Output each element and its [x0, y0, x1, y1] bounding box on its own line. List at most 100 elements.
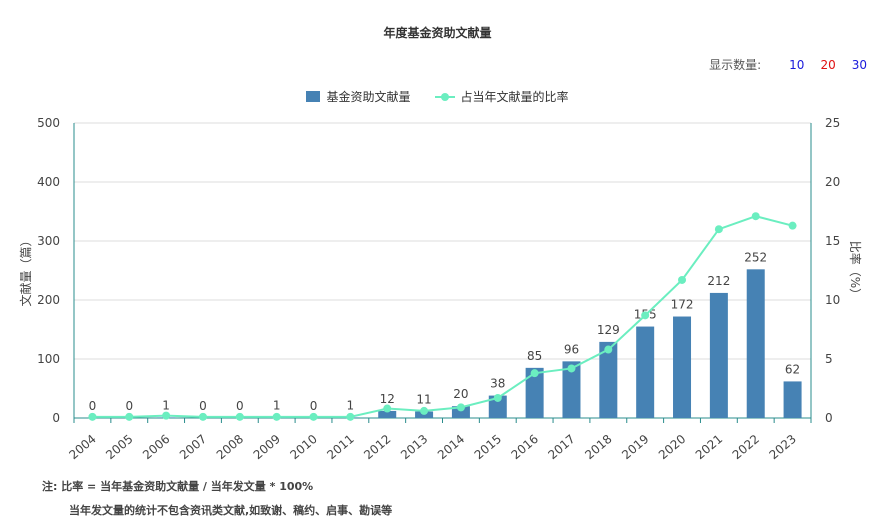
- count-option-20[interactable]: 20: [820, 57, 836, 72]
- bar-value-label: 1: [347, 398, 355, 412]
- legend-line-label: 占当年文献量的比率: [460, 90, 569, 104]
- bar: [746, 269, 765, 418]
- ratio-point: [567, 364, 576, 373]
- ratio-point: [788, 221, 797, 230]
- y-tick-label-right: 20: [825, 175, 840, 189]
- ratio-point: [162, 411, 171, 420]
- legend-line-swatch: [434, 92, 455, 102]
- note-formula: 注: 比率 = 当年基金资助文献量 / 当年发文量 * 100%: [42, 480, 314, 493]
- legend-bar-label: 基金资助文献量: [326, 90, 411, 104]
- x-tick-label: 2011: [324, 432, 356, 462]
- ratio-point: [714, 225, 723, 234]
- ratio-point: [383, 404, 392, 413]
- x-tick-label: 2015: [472, 432, 504, 462]
- display-count-label: 显示数量:: [709, 58, 762, 72]
- bar-value-label: 96: [564, 342, 579, 356]
- bar: [599, 341, 618, 418]
- bar-value-label: 12: [380, 392, 395, 406]
- y-axis-title-right: 比率（%）: [848, 241, 863, 300]
- count-option-30[interactable]: 30: [851, 57, 867, 72]
- legend-item-bar[interactable]: 基金资助文献量: [306, 88, 411, 105]
- x-tick-label: 2012: [361, 432, 393, 462]
- y-tick-label-left: 400: [37, 175, 60, 189]
- legend-bar-swatch: [306, 91, 321, 102]
- bar-value-label: 85: [527, 349, 542, 363]
- bar-value-label: 0: [125, 399, 133, 413]
- y-tick-label-right: 15: [825, 234, 840, 248]
- ratio-point: [198, 412, 207, 421]
- ratio-point: [420, 406, 429, 415]
- bar-value-label: 212: [707, 274, 730, 288]
- bar-value-label: 0: [236, 399, 244, 413]
- bar: [562, 361, 581, 418]
- bar-value-label: 1: [162, 398, 170, 412]
- chart-notes: 注: 比率 = 当年基金资助文献量 / 当年发文量 * 100% 当年发文量的统…: [42, 478, 392, 526]
- bar-value-label: 20: [453, 387, 468, 401]
- ratio-point: [346, 412, 355, 421]
- bar: [783, 381, 802, 418]
- bar: [378, 410, 397, 418]
- ratio-point: [456, 403, 465, 412]
- x-tick-label: 2013: [398, 432, 430, 462]
- x-tick-label: 2007: [177, 432, 209, 462]
- y-tick-label-left: 200: [37, 293, 60, 307]
- bar-value-label: 172: [671, 298, 694, 312]
- count-option-10[interactable]: 10: [789, 57, 805, 72]
- x-tick-label: 2019: [619, 432, 651, 462]
- y-tick-label-left: 100: [37, 352, 60, 366]
- x-tick-label: 2014: [435, 432, 467, 462]
- ratio-point: [604, 345, 613, 354]
- display-count-selector: 显示数量: 10 20 30: [709, 56, 867, 73]
- chart-title: 年度基金资助文献量: [383, 26, 492, 40]
- bar-value-label: 0: [199, 399, 207, 413]
- ratio-point: [125, 412, 134, 421]
- bar-value-label: 11: [416, 393, 431, 407]
- ratio-line: [92, 215, 793, 418]
- y-tick-label-left: 0: [52, 411, 60, 425]
- x-tick-label: 2022: [730, 432, 762, 462]
- bar-value-label: 38: [490, 377, 505, 391]
- bar: [525, 367, 544, 418]
- bar: [488, 395, 507, 418]
- legend-item-line[interactable]: 占当年文献量的比率: [434, 88, 569, 105]
- x-tick-label: 2009: [251, 432, 283, 462]
- x-tick-label: 2008: [214, 432, 246, 462]
- ratio-point: [272, 412, 281, 421]
- x-tick-label: 2021: [693, 432, 725, 462]
- note-exclusion: 当年发文量的统计不包含资讯类文献,如致谢、稿约、启事、勘误等: [69, 504, 393, 517]
- y-tick-label-left: 500: [37, 116, 60, 130]
- y-tick-label-right: 10: [825, 293, 840, 307]
- x-tick-label: 2010: [287, 432, 319, 462]
- y-tick-label-right: 5: [825, 352, 833, 366]
- bar-value-label: 1: [273, 398, 281, 412]
- x-tick-label: 2016: [509, 432, 541, 462]
- y-axis-title-left: 文献量（篇）: [18, 234, 33, 306]
- bar-value-label: 252: [744, 250, 767, 264]
- y-tick-label-left: 300: [37, 234, 60, 248]
- x-tick-label: 2020: [656, 432, 688, 462]
- bar-value-label: 0: [89, 399, 97, 413]
- ratio-point: [235, 412, 244, 421]
- bar-value-label: 129: [597, 323, 620, 337]
- chart-legend: 基金资助文献量 占当年文献量的比率: [0, 88, 875, 105]
- ratio-point: [88, 412, 97, 421]
- x-tick-label: 2017: [545, 432, 577, 462]
- x-tick-label: 2023: [767, 432, 799, 462]
- ratio-point: [309, 412, 318, 421]
- bar: [636, 326, 655, 418]
- x-tick-label: 2005: [103, 432, 135, 462]
- y-tick-label-right: 25: [825, 116, 840, 130]
- ratio-point: [678, 275, 687, 284]
- x-tick-label: 2018: [582, 432, 614, 462]
- ratio-point: [493, 393, 502, 402]
- bar: [709, 292, 728, 418]
- ratio-point: [641, 311, 650, 320]
- bar: [673, 316, 692, 418]
- ratio-point: [751, 212, 760, 221]
- bar: [451, 406, 470, 418]
- bar-value-label: 62: [785, 362, 800, 376]
- y-tick-label-right: 0: [825, 411, 833, 425]
- ratio-point: [530, 369, 539, 378]
- x-tick-label: 2004: [66, 432, 98, 462]
